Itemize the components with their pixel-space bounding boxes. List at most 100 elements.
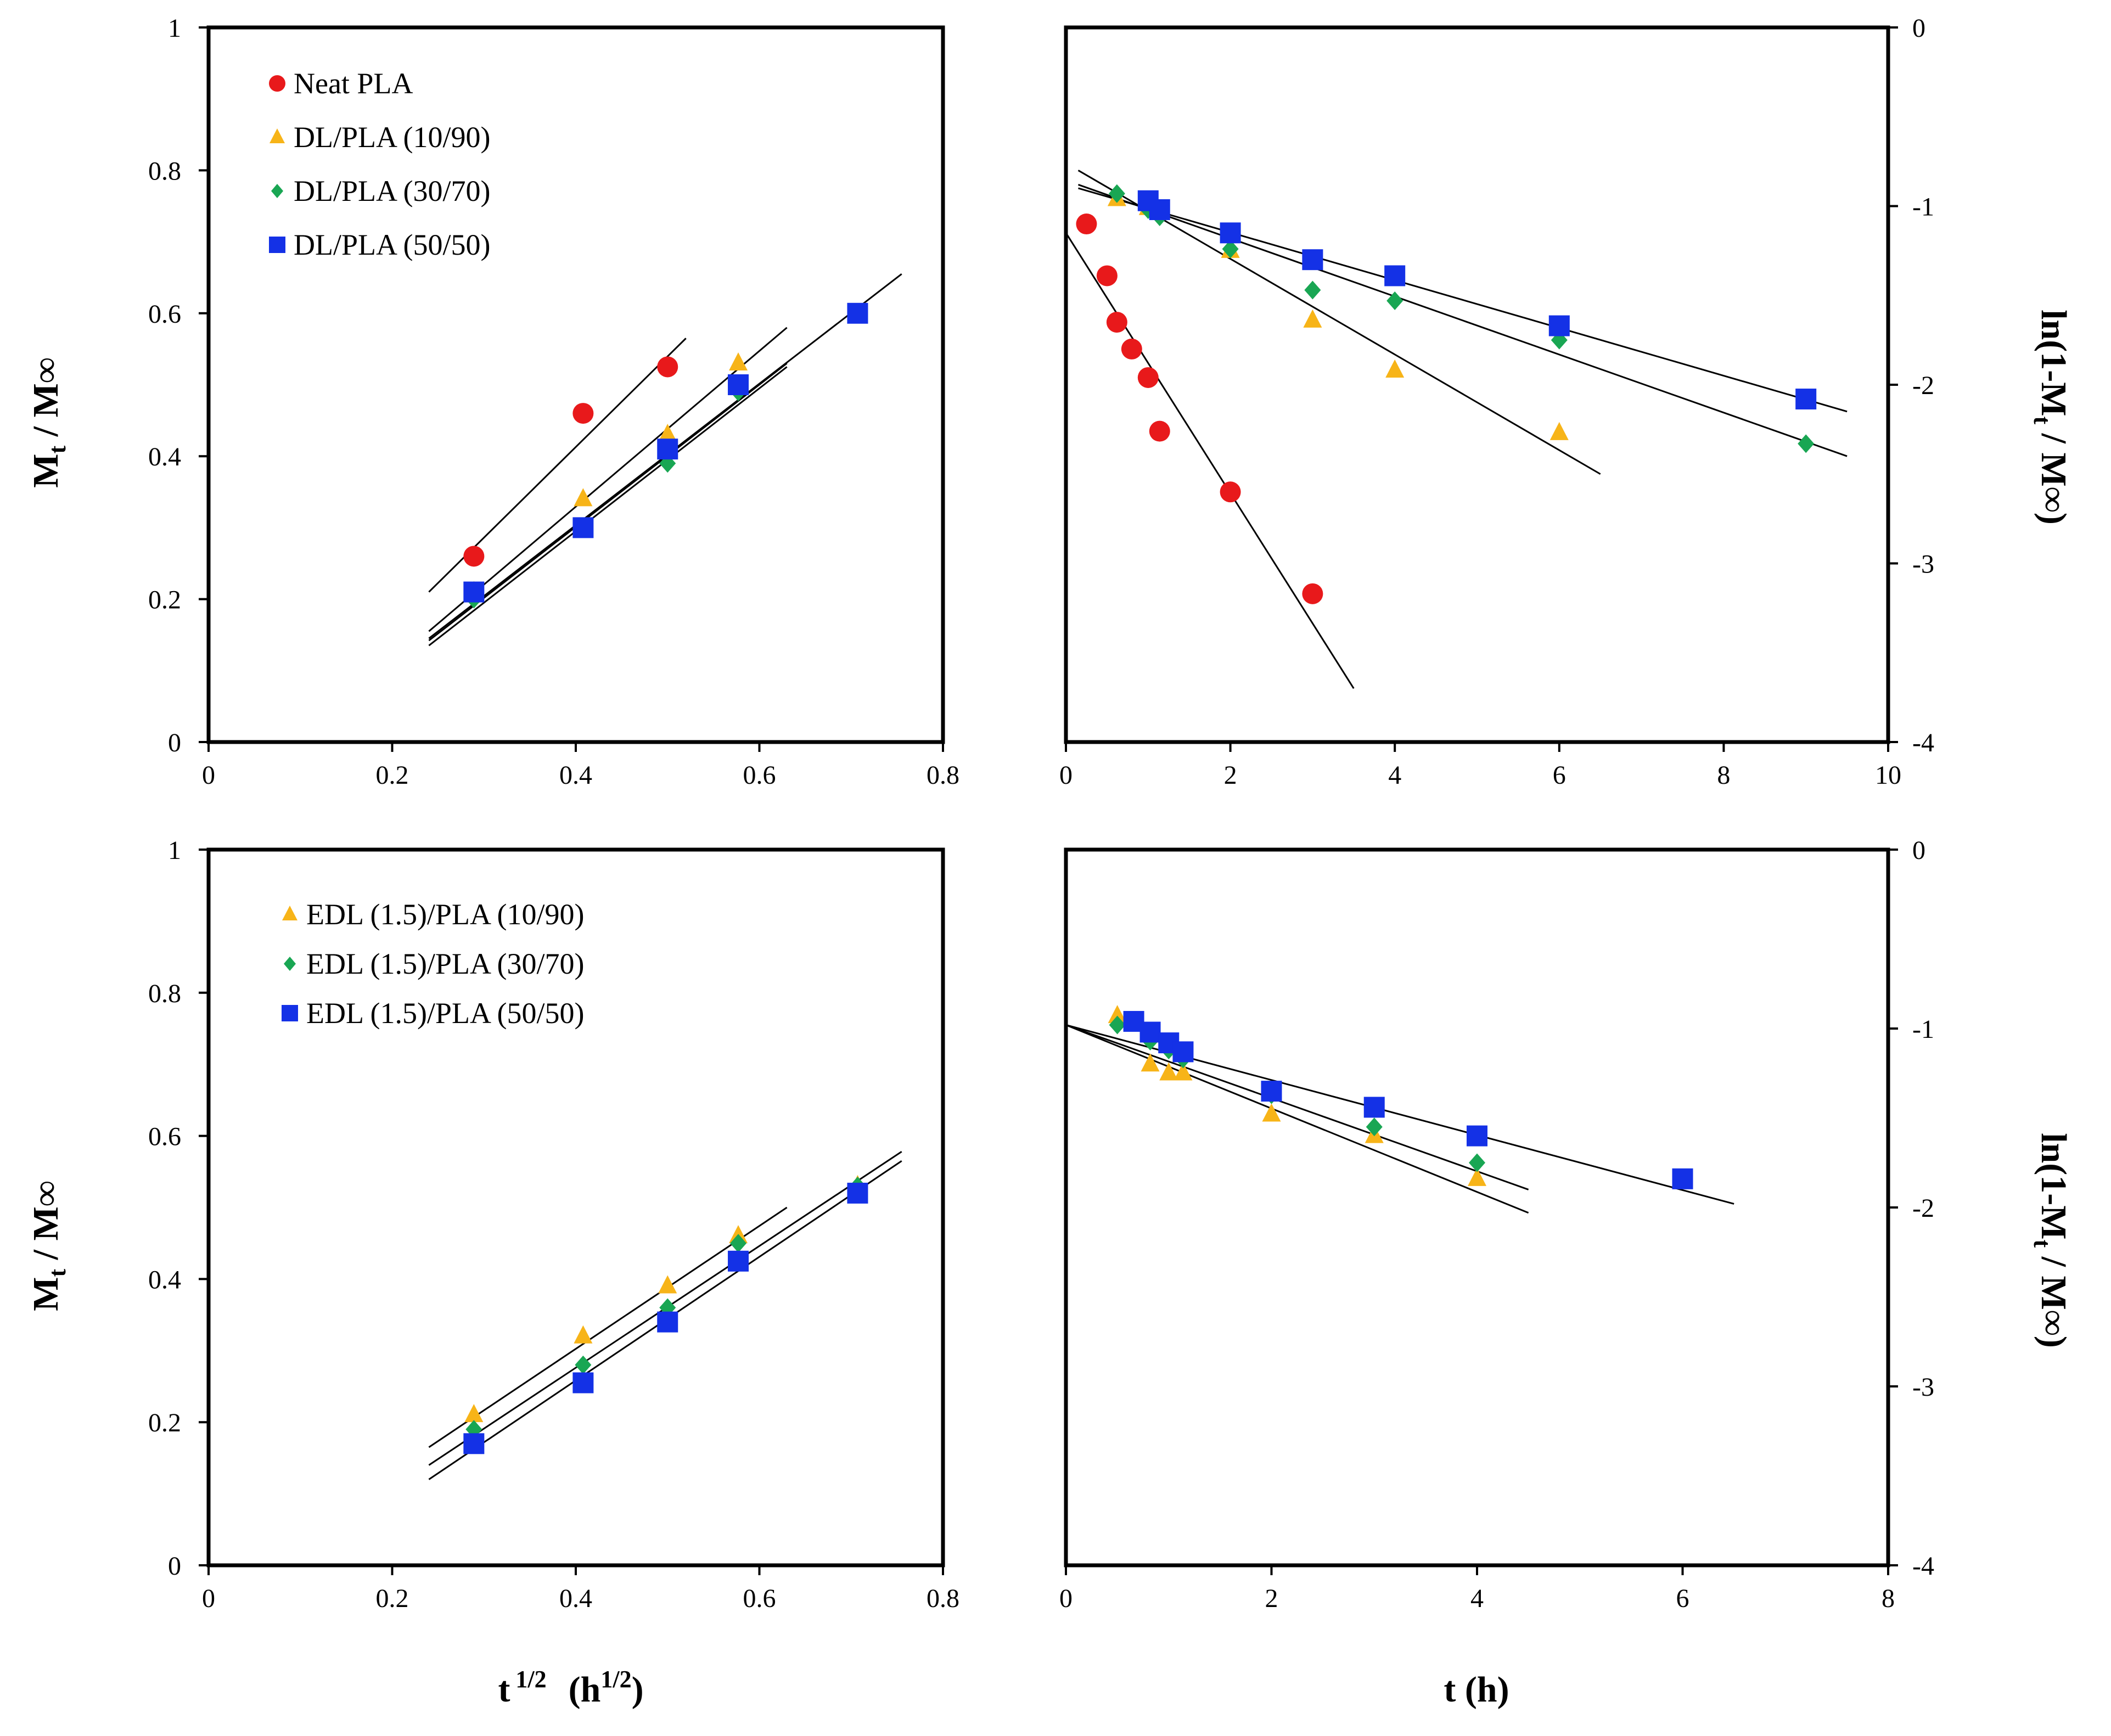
data-point xyxy=(1363,1097,1385,1118)
data-point xyxy=(1108,184,1125,203)
y-tick-label: 0.8 xyxy=(148,156,181,186)
data-point xyxy=(1139,1021,1161,1043)
legend: EDL (1.5)/PLA (10/90) EDL (1.5)/PLA (30/7… xyxy=(282,898,584,1030)
left-y-title-bottom: Mt / M∞ xyxy=(26,1181,71,1311)
x-tick-label: 0.8 xyxy=(927,761,959,790)
legend-label: EDL (1.5)/PLA (30/70) xyxy=(306,947,584,980)
y-tick-label: 1 xyxy=(168,836,181,865)
data-point xyxy=(657,356,678,378)
data-point xyxy=(1798,434,1815,453)
y-tick-label: 0.6 xyxy=(148,300,181,329)
legend-marker xyxy=(282,1005,298,1021)
x-tick-label: 0 xyxy=(202,761,215,790)
x-tick-label: 2 xyxy=(1265,1584,1278,1613)
data-point xyxy=(1672,1168,1693,1189)
right-y-title-bottom: ln(1-Mt / M∞) xyxy=(2029,1133,2074,1348)
y-tick-label: -4 xyxy=(1912,1552,1934,1581)
y-tick-label: 0 xyxy=(1912,14,1925,43)
legend-label: EDL (1.5)/PLA (10/90) xyxy=(306,898,584,931)
data-point xyxy=(1121,338,1142,359)
fit-line xyxy=(1078,187,1848,413)
series-dl-pla-30-70 xyxy=(1108,184,1815,453)
data-point xyxy=(1220,222,1241,244)
data-point xyxy=(657,439,678,460)
data-point xyxy=(730,1234,747,1253)
fit-line xyxy=(1077,184,1848,457)
x-tick-label: 0.4 xyxy=(559,1584,592,1613)
y-tick-label: 0.4 xyxy=(148,442,181,471)
plot-frame xyxy=(1064,847,1890,1568)
y-tick-label: -2 xyxy=(1912,371,1934,400)
x-tick-label: 4 xyxy=(1388,761,1401,790)
x-tick-label: 4 xyxy=(1470,1584,1484,1613)
y-tick-label: -3 xyxy=(1912,550,1934,579)
data-point xyxy=(657,1311,678,1333)
series-edl-1-5-pla-50-50 xyxy=(463,1182,868,1454)
data-point xyxy=(1137,367,1159,388)
panel-bottom-left: 0 0.2 0.4 0.6 0.8 0 0.2 0.4 0.6 0.8 1 EDL (1.5)/PLA… xyxy=(148,836,959,1613)
fit-line xyxy=(428,366,788,647)
data-point xyxy=(1106,312,1127,333)
data-point xyxy=(1109,1015,1126,1035)
y-tick-label: -1 xyxy=(1912,193,1934,222)
y-tick-label: -4 xyxy=(1912,728,1934,757)
y-tick-label: 0.2 xyxy=(148,586,181,615)
x-tick-label: 2 xyxy=(1224,761,1237,790)
data-point xyxy=(575,1355,592,1374)
data-point xyxy=(1172,1041,1194,1063)
series-dl-pla-50-50 xyxy=(463,302,868,603)
series-edl-1-5-pla-10-90 xyxy=(1108,1005,1486,1186)
data-point xyxy=(1468,1167,1486,1186)
data-point xyxy=(1366,1117,1383,1137)
x-tick-label: 10 xyxy=(1875,761,1901,790)
legend-marker xyxy=(269,237,285,253)
y-tick-label: 0.6 xyxy=(148,1122,181,1151)
data-point xyxy=(1795,389,1817,410)
x-tick-label: 0.8 xyxy=(927,1584,959,1613)
y-tick-label: -2 xyxy=(1912,1194,1934,1223)
x-tick-label: 0.2 xyxy=(376,761,409,790)
series-edl-1-5-pla-10-90 xyxy=(464,1175,867,1423)
data-point xyxy=(1108,1005,1127,1024)
data-point xyxy=(1174,1062,1193,1081)
left-y-title-top: Mt / M∞ xyxy=(26,357,71,488)
data-point xyxy=(847,1182,868,1204)
data-point xyxy=(1076,214,1097,235)
data-point xyxy=(1159,1062,1178,1081)
right-y-title-top: ln(1-Mt / M∞) xyxy=(2029,310,2074,525)
data-point xyxy=(1469,1153,1485,1172)
legend-label: DL/PLA (10/90) xyxy=(294,121,491,154)
data-point xyxy=(463,581,485,603)
y-tick-label: 0 xyxy=(1912,836,1925,865)
data-point xyxy=(728,1250,749,1272)
data-point xyxy=(1302,249,1323,271)
y-tick-label: 0.8 xyxy=(148,979,181,1008)
fit-line xyxy=(428,362,788,642)
bottom-left-x-title: t 1/2 (h1/2) xyxy=(498,1666,643,1710)
data-point xyxy=(1386,291,1403,311)
y-tick-label: 0.4 xyxy=(148,1265,181,1294)
data-point xyxy=(1149,199,1170,221)
fit-line xyxy=(1077,170,1601,475)
data-point xyxy=(463,1433,485,1454)
data-point xyxy=(1303,309,1322,328)
data-point xyxy=(1304,280,1321,300)
fit-line xyxy=(1065,1024,1529,1214)
panel-top-right: 0 2 4 6 8 10 -4 -3 -2 -1 0 xyxy=(1059,14,1934,790)
data-point xyxy=(1384,265,1406,286)
legend-label: DL/PLA (50/50) xyxy=(294,228,491,261)
data-point xyxy=(1141,1053,1160,1072)
panel-top-left: 0 0.2 0.4 0.6 0.8 0 0.2 0.4 0.6 0.8 1 Neat PLA DL/PL… xyxy=(148,14,959,790)
x-tick-label: 0.4 xyxy=(559,761,592,790)
y-tick-label: 0 xyxy=(168,728,181,757)
series-neat-pla xyxy=(1076,214,1323,604)
legend-label: Neat PLA xyxy=(294,67,413,100)
data-point xyxy=(1149,420,1170,442)
legend-label: EDL (1.5)/PLA (50/50) xyxy=(306,997,584,1030)
data-point xyxy=(658,1275,677,1294)
fit-line xyxy=(428,1206,788,1448)
legend-label: DL/PLA (30/70) xyxy=(294,175,491,207)
data-point xyxy=(1261,1081,1282,1102)
x-tick-label: 6 xyxy=(1676,1584,1689,1613)
x-tick-label: 0 xyxy=(202,1584,215,1613)
